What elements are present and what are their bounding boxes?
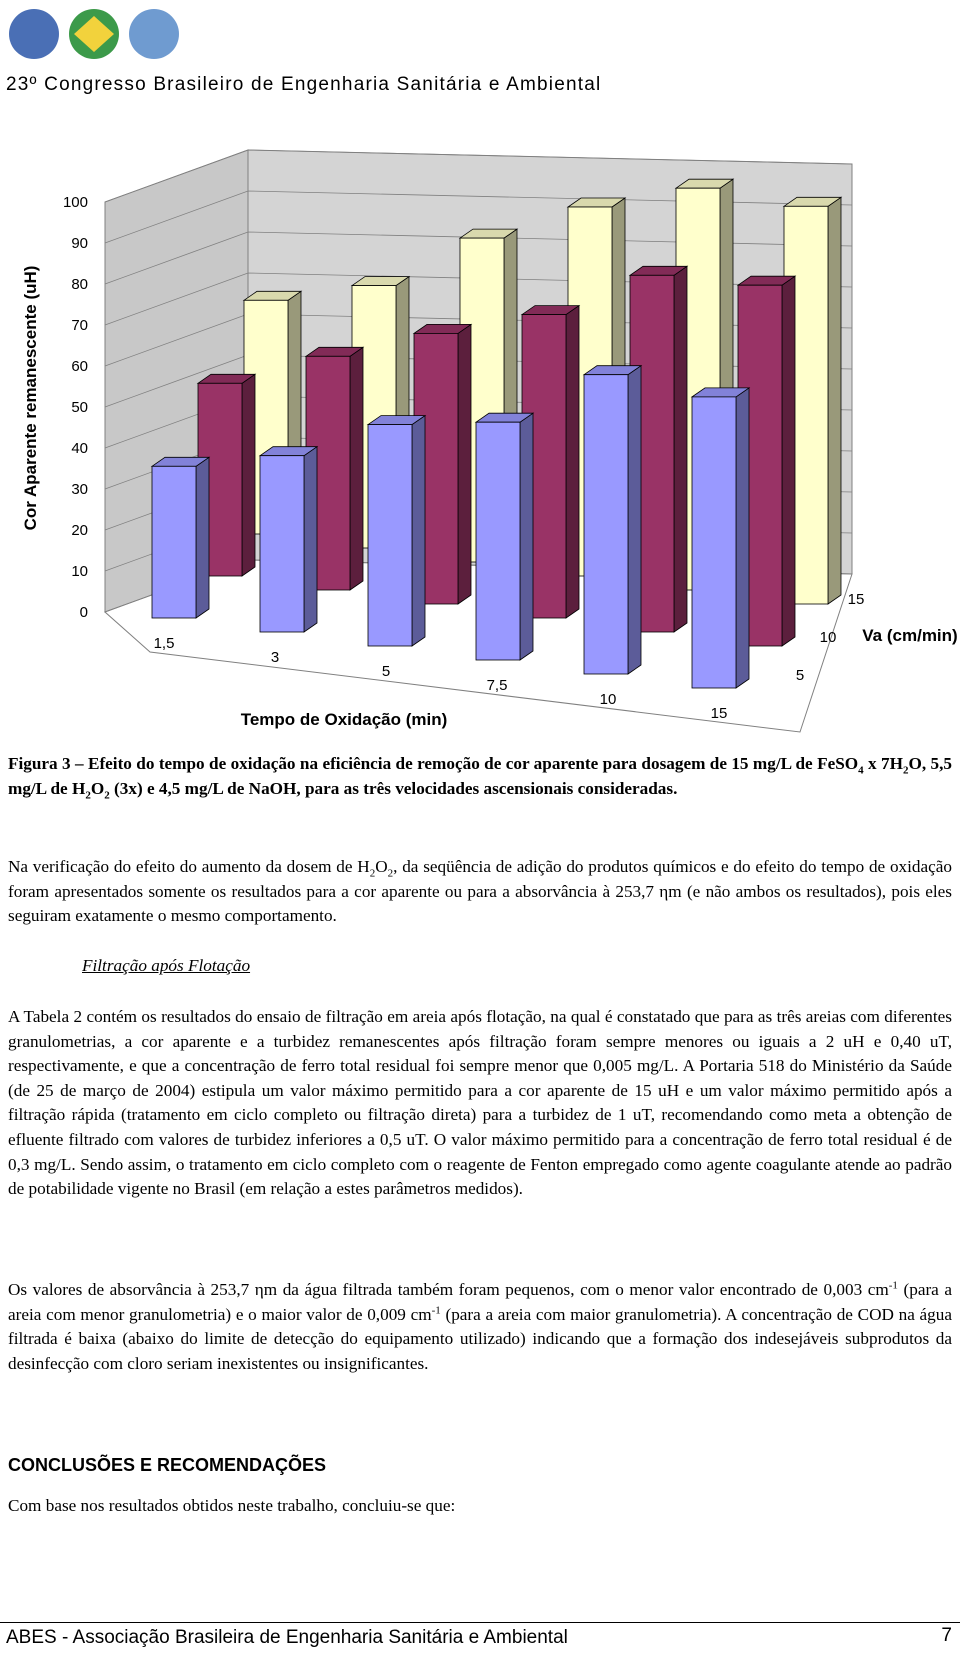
bar-side: [627, 364, 642, 675]
bar: [583, 374, 629, 675]
y-tick-label: 0: [80, 604, 88, 621]
logo-globe: [129, 9, 179, 59]
y-tick-label: 50: [71, 399, 88, 416]
bar-side: [457, 323, 472, 605]
footer-rule: [0, 1622, 960, 1623]
x-tick-label: 1,5: [154, 635, 175, 652]
footer-text: ABES - Associação Brasileira de Engenhar…: [6, 1627, 568, 1648]
logo-globe: [9, 9, 59, 59]
x-axis-title: Tempo de Oxidação (min): [241, 710, 448, 729]
section-title: CONCLUSÕES E RECOMENDAÇÕES: [8, 1455, 327, 1475]
bar-side: [827, 196, 842, 605]
y-tick-label: 90: [71, 235, 88, 252]
x-tick-label: 3: [271, 649, 279, 666]
y-tick-label: 30: [71, 481, 88, 498]
bar-side: [781, 275, 796, 647]
bar: [151, 465, 197, 619]
bar-side: [673, 265, 688, 633]
legend-depth-label: 5: [796, 667, 804, 684]
legend-depth-label: 15: [848, 591, 865, 608]
paragraph: Os valores de absorvância à 253,7 ηm da …: [8, 1279, 952, 1373]
paragraph: Na verificação do efeito do aumento da d…: [8, 857, 952, 926]
z-axis-title: Va (cm/min): [862, 626, 958, 645]
x-tick-label: 5: [382, 663, 390, 680]
bar-side: [349, 346, 364, 591]
y-tick-label: 100: [63, 194, 88, 211]
x-tick-label: 7,5: [487, 677, 508, 694]
chart: Cor Aparente remanescente (uH) Tempo de …: [21, 149, 865, 733]
logo: [9, 9, 179, 59]
grid-line: [104, 190, 853, 244]
subsection-title: Filtração após Flotação: [82, 956, 251, 975]
header-title: 23º Congresso Brasileiro de Engenharia S…: [6, 74, 602, 95]
bar-side: [411, 414, 426, 647]
bar-side: [519, 412, 534, 661]
y-axis-title: Cor Aparente remanescente (uH): [21, 266, 40, 531]
bar-side: [735, 387, 750, 689]
bar-side: [565, 304, 580, 619]
logo-flag: [74, 16, 114, 52]
page-number: 7: [941, 1625, 952, 1646]
bar: [691, 396, 737, 689]
bar: [475, 421, 521, 661]
bar-side: [195, 456, 210, 619]
y-tick-label: 20: [71, 522, 88, 539]
paragraph: A Tabela 2 contém os resultados do ensai…: [8, 1007, 952, 1199]
grid-line: [104, 149, 853, 203]
grid-line: [104, 231, 853, 285]
y-tick-label: 10: [71, 563, 88, 580]
bar-side: [303, 445, 318, 633]
figure-caption: Figura 3 – Efeito do tempo de oxidação n…: [8, 754, 952, 802]
y-tick-label: 60: [71, 358, 88, 375]
legend-depth-label: 10: [820, 629, 837, 646]
paragraph: Com base nos resultados obtidos neste tr…: [8, 1496, 456, 1515]
bar-side: [241, 373, 256, 577]
bar: [367, 424, 413, 647]
bar: [259, 455, 305, 633]
x-tick-label: 15: [711, 705, 728, 722]
y-tick-label: 40: [71, 440, 88, 457]
x-tick-label: 10: [600, 691, 617, 708]
y-tick-label: 80: [71, 276, 88, 293]
y-tick-label: 70: [71, 317, 88, 334]
